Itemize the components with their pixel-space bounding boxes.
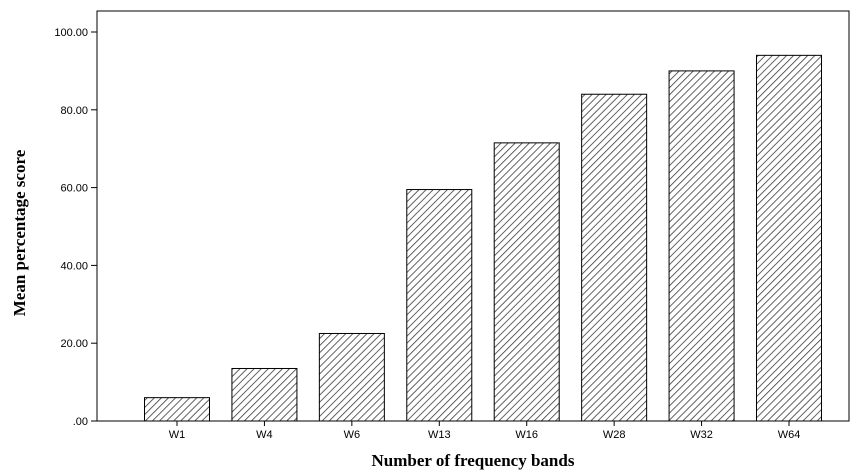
y-tick-label: 100.00: [54, 27, 88, 39]
y-tick-label: 40.00: [60, 260, 88, 272]
x-tick-label: W32: [690, 429, 713, 441]
y-tick-label: 80.00: [60, 105, 88, 117]
bar-w32: [668, 70, 735, 422]
x-tick-label: W28: [603, 429, 626, 441]
bars: [144, 54, 822, 422]
x-tick-label: W16: [515, 429, 538, 441]
bar-w1: [144, 397, 210, 422]
bar-w16: [493, 142, 560, 422]
x-tick-label: W13: [428, 429, 451, 441]
bar-w28: [581, 93, 648, 422]
x-tick-label: W6: [344, 429, 361, 441]
x-tick-label: W4: [256, 429, 273, 441]
y-axis-ticks: .00 20.00 40.00 60.00 80.00 100.00: [54, 27, 97, 428]
x-axis-ticks: W1 W4 W6 W13 W16 W28 W32 W64: [169, 421, 801, 441]
y-axis-title: Mean percentage score: [10, 149, 29, 316]
bar-w13: [406, 189, 473, 422]
y-tick-label: 60.00: [60, 183, 88, 195]
y-tick-label: 20.00: [60, 338, 88, 350]
bar-w4: [231, 367, 298, 422]
plot-frame: [96, 10, 850, 422]
bar-w64: [756, 54, 822, 422]
y-tick-label: .00: [73, 416, 88, 428]
x-tick-label: W1: [169, 429, 186, 441]
bar-w6: [318, 332, 385, 422]
plot-area: [96, 10, 850, 422]
x-axis-title: Number of frequency bands: [372, 451, 575, 470]
x-tick-label: W64: [778, 429, 801, 441]
